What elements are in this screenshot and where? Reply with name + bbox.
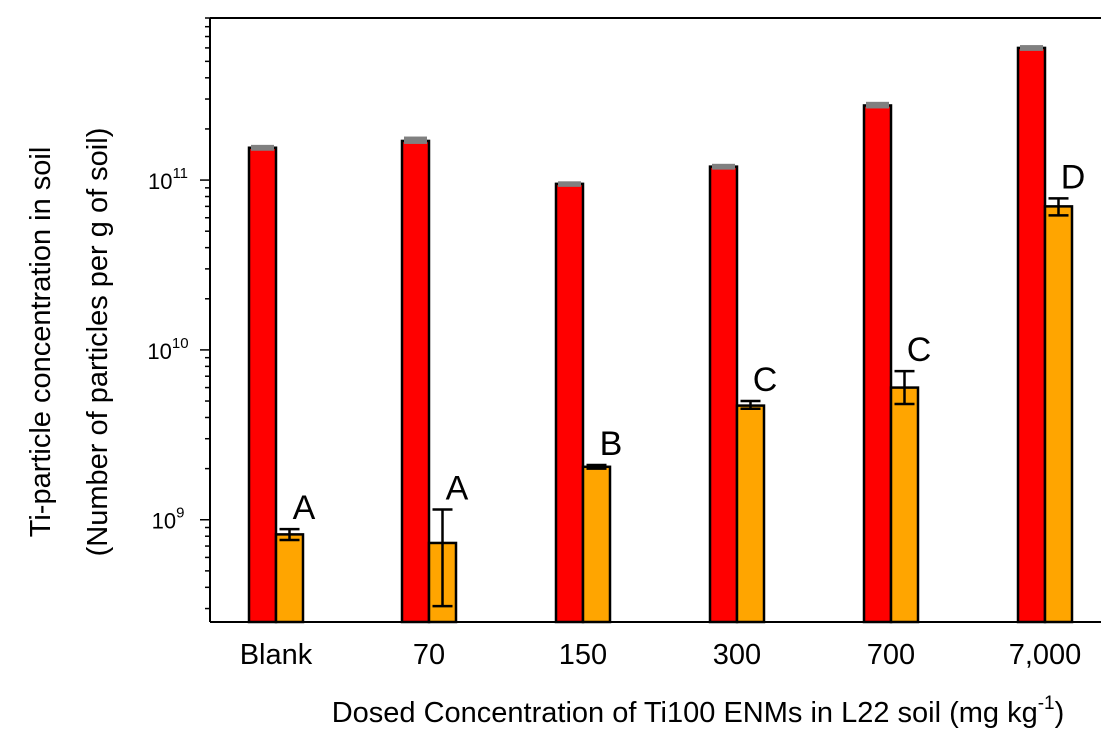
y-tick-label: 1010: [147, 335, 188, 364]
x-tick-label: 7,000: [1009, 639, 1082, 671]
x-tick-label: 70: [413, 639, 445, 671]
error-cap-series-a: [1020, 45, 1043, 51]
x-axis-label-main: Dosed Concentration of Ti100 ENMs in L22…: [332, 697, 1038, 729]
y-axis-label-line2: (Number of particles per g of soil): [82, 128, 114, 557]
error-cap-series-a: [712, 163, 735, 170]
y-tick-base: 10: [152, 509, 176, 534]
bar-series-a: [247, 146, 278, 624]
y-tick-base: 10: [147, 339, 171, 364]
error-cap-series-a: [251, 144, 274, 151]
error-cap-series-a: [866, 101, 889, 109]
y-tick-exponent: 11: [172, 165, 188, 182]
group-letter-label: A: [293, 489, 316, 527]
y-axis-label-line1: Ti-particle concentration in soil: [25, 147, 57, 538]
group-letter-labels: A A B C C D: [293, 158, 1086, 527]
error-cap-series-a: [404, 136, 427, 144]
x-axis-label-suffix: ): [1055, 697, 1065, 729]
group-letter-label: D: [1061, 158, 1086, 196]
bar-series-b: [735, 404, 766, 624]
x-tick-label: Blank: [240, 639, 313, 671]
group-letter-label: C: [753, 361, 778, 399]
x-tick-label: 150: [559, 639, 607, 671]
y-tick-base: 10: [148, 169, 172, 194]
bar-series-a: [1016, 46, 1047, 624]
bar-series-a: [400, 139, 431, 624]
x-axis-label-superscript: -1: [1038, 693, 1055, 714]
bar-series-a: [862, 104, 893, 624]
x-axis-label: Dosed Concentration of Ti100 ENMs in L22…: [332, 693, 1065, 729]
y-tick-exponent: 10: [172, 335, 189, 352]
group-letter-label: B: [600, 425, 623, 463]
bar-series-b: [581, 465, 612, 624]
x-tick-labels: Blank 70 150 300 700 7,000: [240, 639, 1082, 671]
bar-series-b: [889, 386, 920, 624]
x-tick-label: 300: [713, 639, 761, 671]
error-cap-series-a: [558, 181, 581, 187]
bars: [247, 45, 1074, 624]
bar-series-b: [1043, 205, 1074, 624]
y-tick-label: 1011: [148, 165, 188, 194]
y-tick-exponent: 9: [176, 505, 184, 522]
group-letter-label: C: [907, 331, 932, 369]
y-tick-label: 109: [152, 505, 185, 534]
bar-series-a: [708, 165, 739, 624]
bar-series-a: [554, 182, 585, 624]
bar-series-b: [274, 533, 305, 624]
x-tick-label: 700: [867, 639, 915, 671]
group-letter-label: A: [446, 469, 469, 507]
